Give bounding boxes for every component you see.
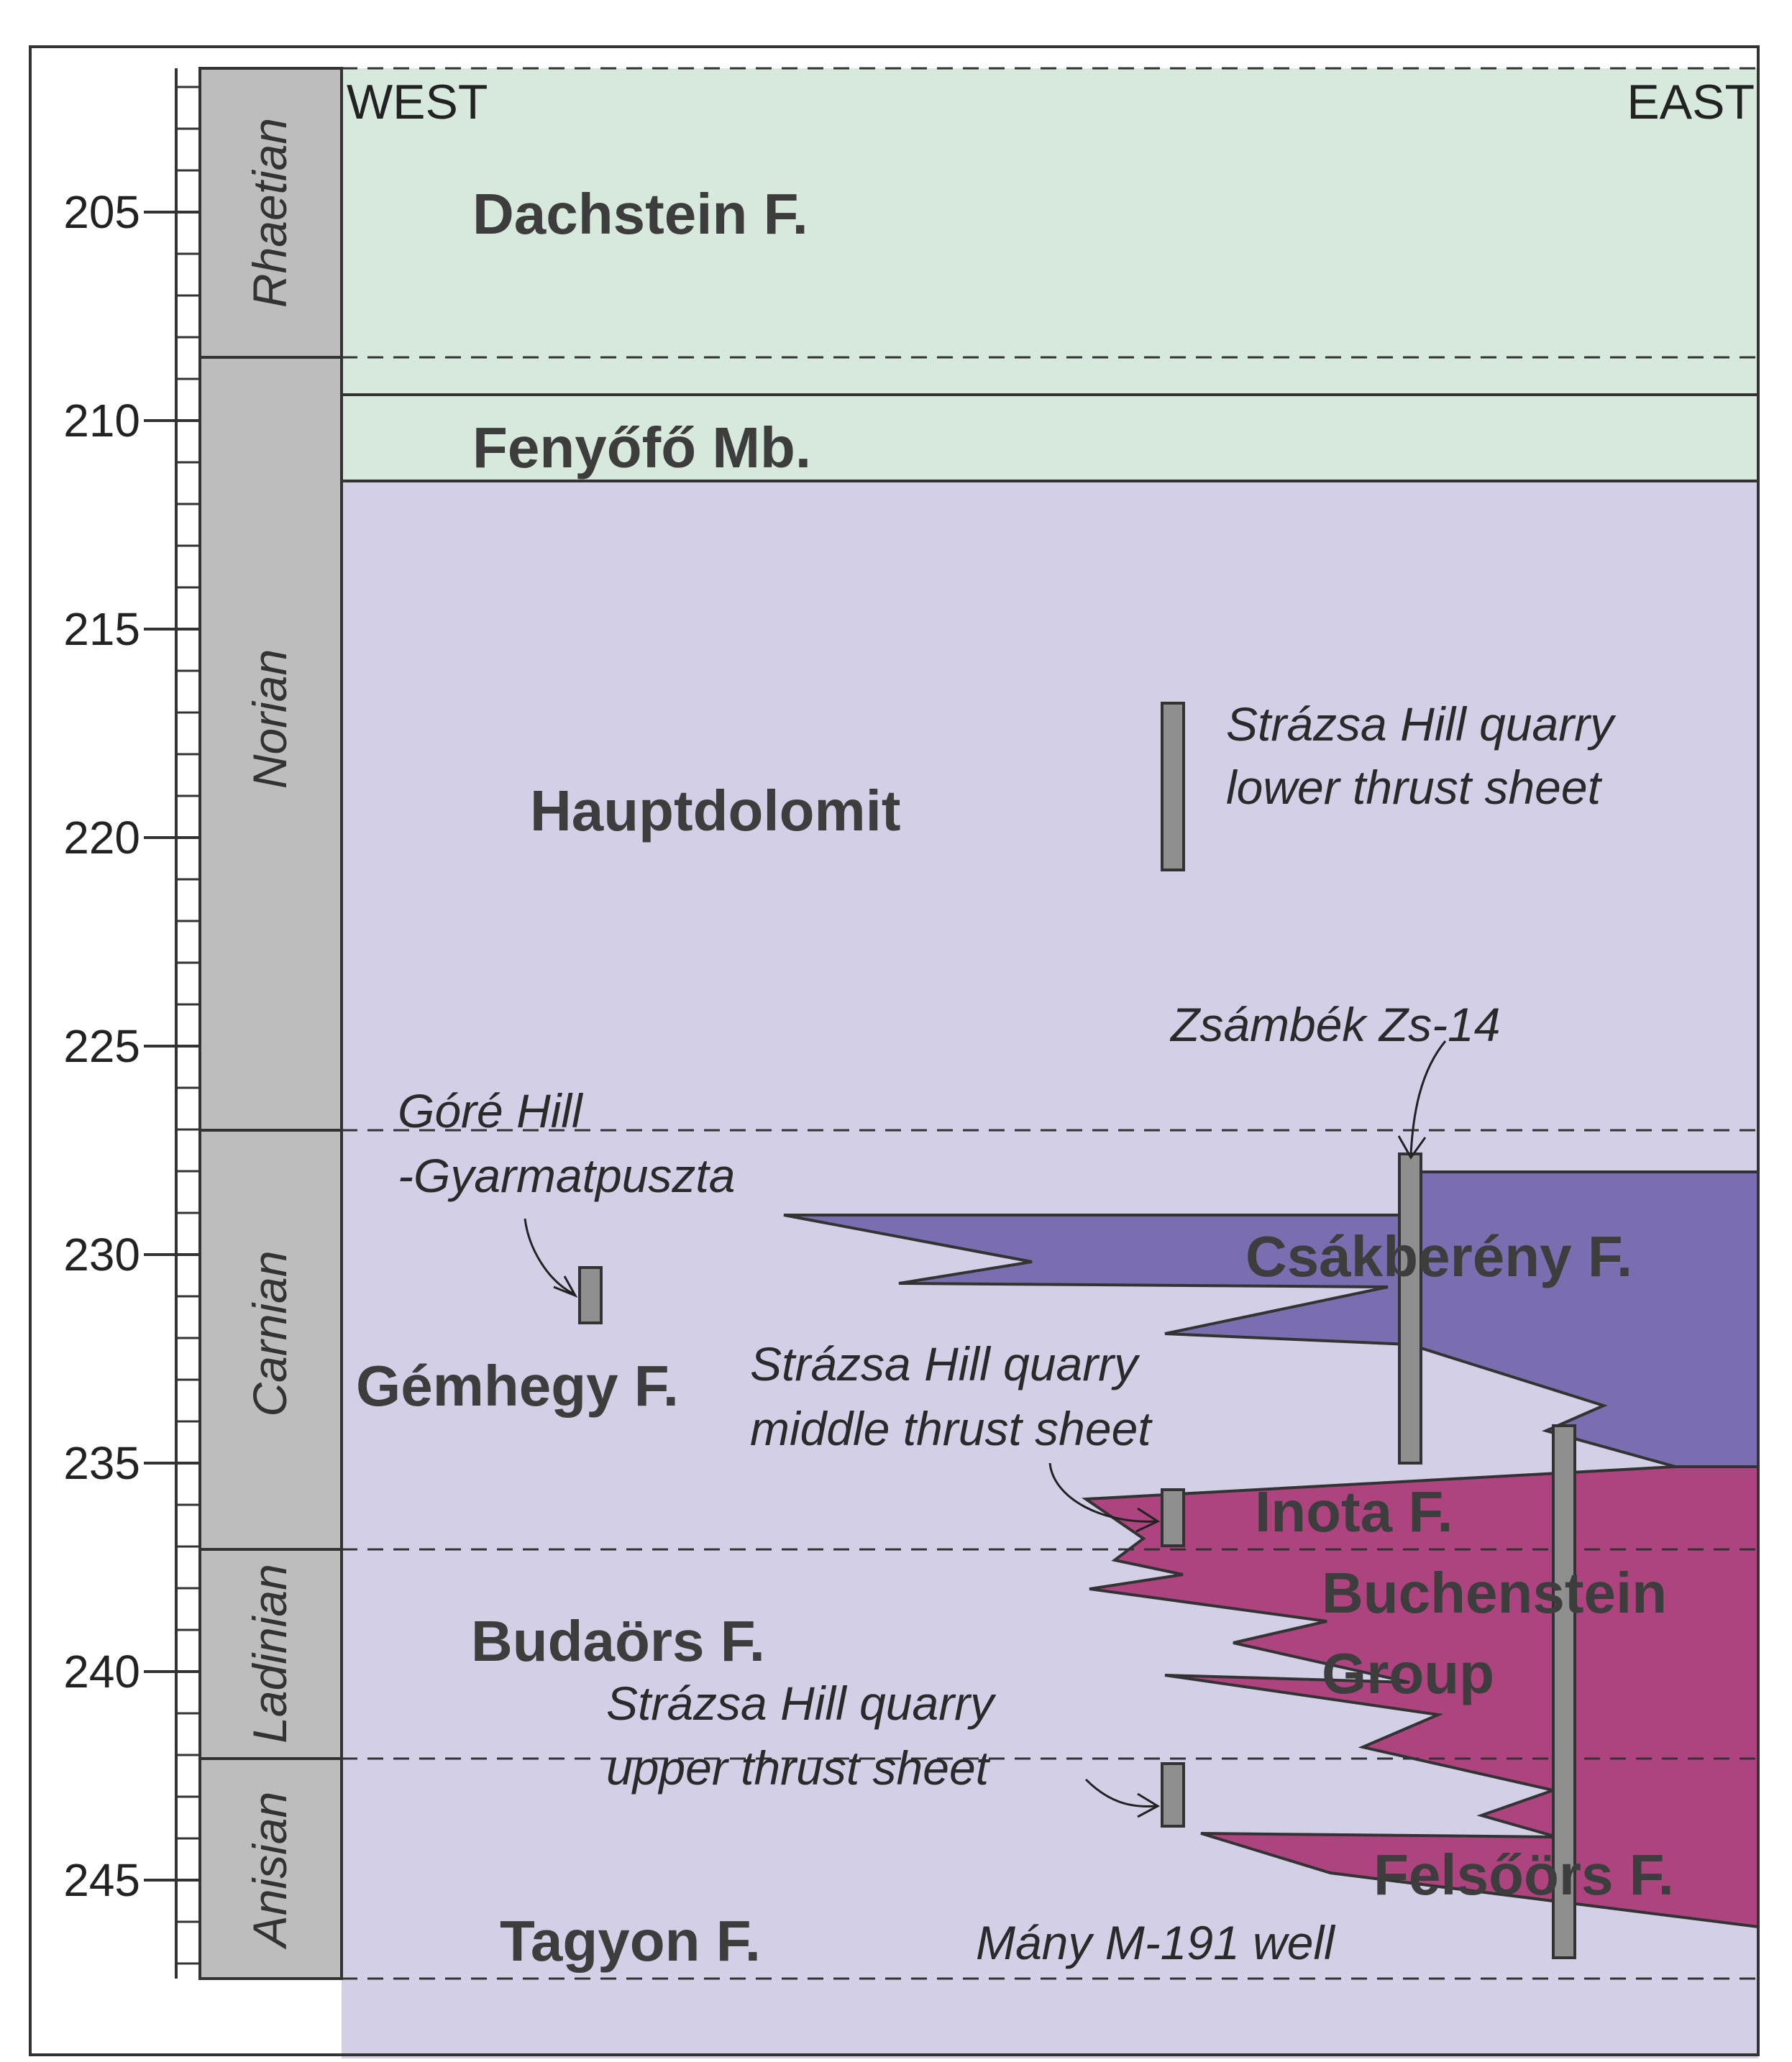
hauptdolomit-label: Hauptdolomit (530, 779, 900, 843)
strazsa-middle-label-line1: Strázsa Hill quarry (750, 1337, 1140, 1390)
csakbereny-wedge (783, 1170, 1760, 1468)
stage-column-fill (198, 67, 343, 1980)
tagyon-label: Tagyon F. (500, 1909, 761, 1973)
zsambek-bar (1398, 1153, 1422, 1465)
strazsa-upper-arrow (1084, 1778, 1157, 1807)
west-label: WEST (347, 75, 488, 129)
major-ticks: 205 210 215 220 225 230 235 240 245 (63, 186, 200, 1906)
strazsa-middle-bar (1161, 1488, 1185, 1547)
buchenstein-label-line1: Buchenstein (1322, 1561, 1667, 1625)
stage-label-norian: Norian (243, 649, 296, 789)
stage-label-carnian: Carnian (243, 1250, 296, 1416)
age-axis: 205 210 215 220 225 230 235 240 245 (63, 68, 200, 1979)
east-label: EAST (1627, 75, 1755, 129)
gore-label-line2: -Gyarmatpuszta (398, 1149, 735, 1202)
zsambek-label: Zsámbék Zs-14 (1169, 998, 1500, 1051)
dashed-boundaries (342, 67, 1758, 1980)
minor-ticks (176, 86, 200, 1965)
gore-label-line1: Góré Hill (398, 1084, 584, 1137)
strazsa-lower-label-line2: lower thrust sheet (1226, 761, 1603, 814)
tick-label-205: 205 (63, 186, 140, 238)
pointer-arrows (524, 1040, 1447, 1818)
gore-bar (578, 1266, 603, 1324)
dachstein-label: Dachstein F. (472, 182, 808, 246)
gore-arrowhead (553, 1275, 578, 1298)
strazsa-middle-arrow (1048, 1462, 1157, 1523)
tick-label-210: 210 (63, 395, 140, 446)
strazsa-lower-bar (1161, 702, 1185, 871)
dachstein-fill (342, 68, 1758, 481)
tick-label-225: 225 (63, 1020, 140, 1072)
tick-label-220: 220 (63, 812, 140, 863)
zsambek-arrow (1409, 1040, 1447, 1155)
fenyofo-label: Fenyőfő Mb. (472, 416, 811, 480)
tick-label-240: 240 (63, 1646, 140, 1697)
buchenstein-wedge (1082, 1465, 1760, 1929)
tick-label-215: 215 (63, 603, 140, 655)
outer-frame (29, 45, 1760, 2056)
strazsa-upper-arrowhead (1137, 1792, 1161, 1818)
zsambek-arrowhead (1397, 1135, 1427, 1160)
gore-arrow (524, 1218, 575, 1296)
csakbereny-label: Csákberény F. (1245, 1224, 1632, 1288)
strazsa-lower-label-line1: Strázsa Hill quarry (1226, 697, 1617, 751)
stage-column (198, 67, 343, 1980)
tick-label-230: 230 (63, 1229, 140, 1280)
gemhegy-label: Gémhegy F. (356, 1354, 679, 1418)
strazsa-upper-label-line1: Strázsa Hill quarry (606, 1677, 997, 1730)
many-well-bar (1552, 1424, 1576, 1959)
strazsa-middle-arrowhead (1135, 1507, 1161, 1533)
buchenstein-label-line2: Group (1322, 1641, 1494, 1705)
tick-label-235: 235 (63, 1437, 140, 1489)
felsoors-label: Felsőörs F. (1373, 1843, 1674, 1907)
sample-bars (578, 702, 1576, 1959)
budaors-label: Budaörs F. (471, 1609, 765, 1673)
stage-label-rhaetian: Rhaetian (243, 118, 296, 308)
strazsa-upper-bar (1161, 1762, 1185, 1828)
strazsa-middle-label-line2: middle thrust sheet (750, 1402, 1153, 1455)
stage-label-anisian: Anisian (243, 1792, 296, 1950)
many-well-label: Mány M-191 well (976, 1916, 1336, 1969)
inota-label: Inota F. (1255, 1480, 1453, 1544)
stage-label-ladinian: Ladinian (243, 1564, 296, 1743)
strazsa-upper-label-line2: upper thrust sheet (606, 1741, 991, 1795)
tick-label-245: 245 (63, 1854, 140, 1906)
